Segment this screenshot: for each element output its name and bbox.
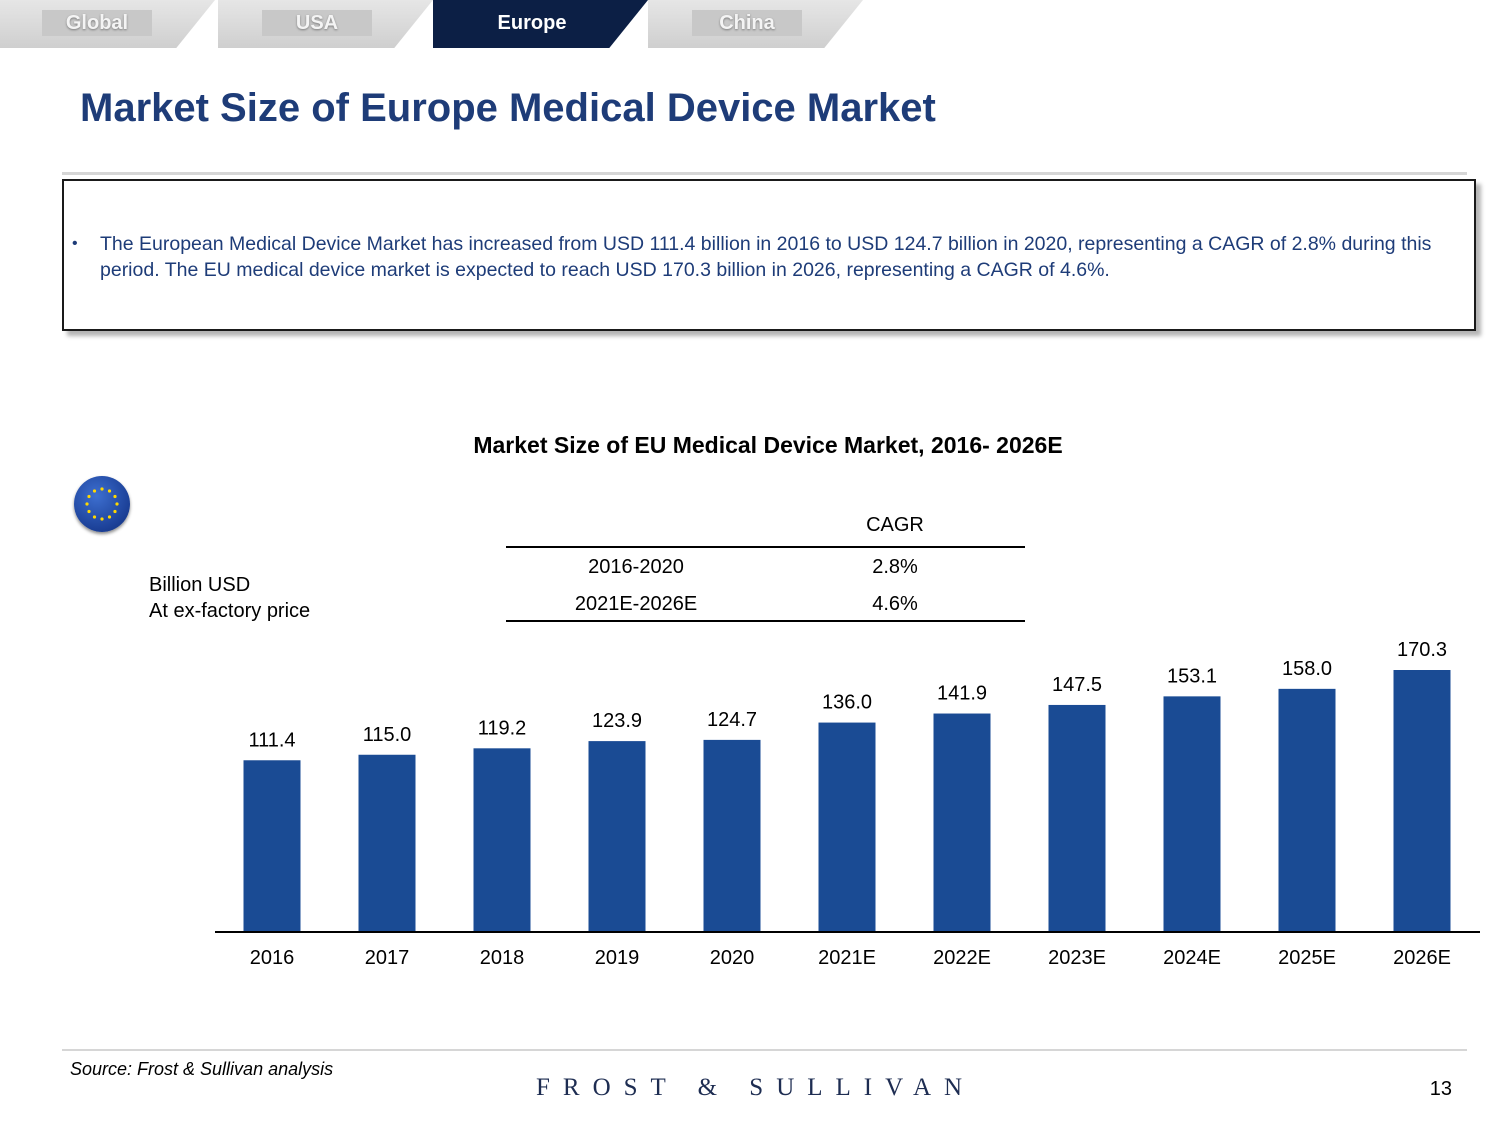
unit-label-line2: At ex-factory price — [149, 600, 311, 622]
tab-europe-label: Europe — [497, 12, 567, 34]
flag-star — [113, 494, 117, 499]
x-tick-label-2017: 2017 — [365, 947, 410, 969]
footer-divider — [62, 1049, 1467, 1051]
bar-2019 — [588, 741, 646, 931]
cagr-bottom-rule — [506, 620, 1025, 622]
x-tick-label-2020: 2020 — [710, 947, 755, 969]
x-tick-label-2016: 2016 — [250, 947, 295, 969]
eu-flag-stars — [85, 487, 119, 521]
flag-star — [92, 515, 97, 519]
page-title: Market Size of Europe Medical Device Mar… — [80, 86, 936, 130]
data-label-2025E: 158.0 — [1282, 658, 1332, 680]
data-label-2020: 124.7 — [707, 709, 757, 731]
bar-2016 — [243, 760, 301, 931]
bar-chart: 111.4 2016 115.0 2017 119.2 2018 123.9 2019 124.… — [215, 639, 1480, 969]
unit-label-line1: Billion USD — [149, 574, 251, 596]
summary-text: The European Medical Device Market has i… — [100, 233, 1432, 281]
data-label-2017: 115.0 — [363, 724, 412, 746]
region-tab-bar: Global USA Europe China — [0, 0, 900, 50]
bar-2023E — [1048, 704, 1106, 931]
data-label-2023E: 147.5 — [1052, 674, 1102, 696]
flag-star — [92, 489, 97, 493]
tab-usa-label: USA — [262, 10, 372, 36]
tab-china-label: China — [692, 10, 802, 36]
x-tick-label-2023E: 2023E — [1048, 947, 1106, 969]
bars-group: 111.4 2016 115.0 2017 119.2 2018 123.9 2019 124.… — [243, 639, 1451, 969]
title-divider — [62, 172, 1467, 175]
cagr-period: 2021E-2026E — [574, 593, 698, 615]
bar-2020 — [703, 739, 761, 931]
bullet-icon: • — [72, 235, 78, 252]
x-tick-label-2019: 2019 — [595, 947, 640, 969]
x-tick-label-2018: 2018 — [480, 947, 525, 969]
bar-2024E — [1163, 696, 1221, 931]
eu-flag-icon — [74, 476, 130, 532]
chart-title: Market Size of EU Medical Device Market,… — [473, 432, 1063, 458]
x-tick-label-2026E: 2026E — [1393, 947, 1451, 969]
source-note: Source: Frost & Sullivan analysis — [70, 1059, 334, 1079]
cagr-header: CAGR — [866, 514, 924, 536]
tab-usa[interactable]: USA — [218, 0, 433, 48]
summary-box: • The European Medical Device Market has… — [62, 179, 1476, 331]
flag-star — [100, 517, 104, 521]
flag-star — [115, 502, 119, 506]
x-tick-label-2021E: 2021E — [818, 947, 876, 969]
flag-star — [100, 487, 104, 491]
data-label-2018: 119.2 — [478, 717, 527, 739]
bar-2025E — [1278, 688, 1336, 931]
bar-2017 — [358, 754, 416, 931]
flag-star — [113, 509, 117, 514]
x-tick-label-2022E: 2022E — [933, 947, 991, 969]
page-number: 13 — [1429, 1078, 1452, 1100]
flag-star — [87, 509, 91, 514]
bar-2021E — [818, 722, 876, 931]
flag-star — [87, 494, 91, 499]
bar-2026E — [1393, 670, 1451, 931]
data-label-2021E: 136.0 — [822, 692, 872, 714]
flag-star — [107, 489, 112, 493]
x-tick-label-2025E: 2025E — [1278, 947, 1336, 969]
data-label-2022E: 141.9 — [937, 683, 987, 705]
data-label-2016: 111.4 — [248, 729, 295, 751]
tab-global-label: Global — [42, 10, 152, 36]
bar-2018 — [473, 748, 531, 931]
unit-label: Billion USD At ex-factory price — [149, 572, 310, 624]
tab-global[interactable]: Global — [0, 0, 215, 48]
frost-sullivan-logo: FROST & SULLIVAN — [536, 1074, 976, 1101]
data-label-2024E: 153.1 — [1167, 665, 1217, 687]
tab-china[interactable]: China — [648, 0, 863, 48]
cagr-top-rule — [506, 546, 1025, 548]
data-label-2026E: 170.3 — [1397, 639, 1447, 661]
bar-2022E — [933, 713, 991, 931]
x-tick-label-2024E: 2024E — [1163, 947, 1221, 969]
cagr-value: 2.8% — [872, 556, 918, 578]
cagr-value: 4.6% — [872, 593, 918, 615]
flag-star — [107, 515, 112, 519]
flag-star — [85, 502, 89, 506]
cagr-period: 2016-2020 — [588, 556, 684, 578]
tab-europe[interactable]: Europe — [433, 0, 648, 48]
data-label-2019: 123.9 — [592, 710, 642, 732]
